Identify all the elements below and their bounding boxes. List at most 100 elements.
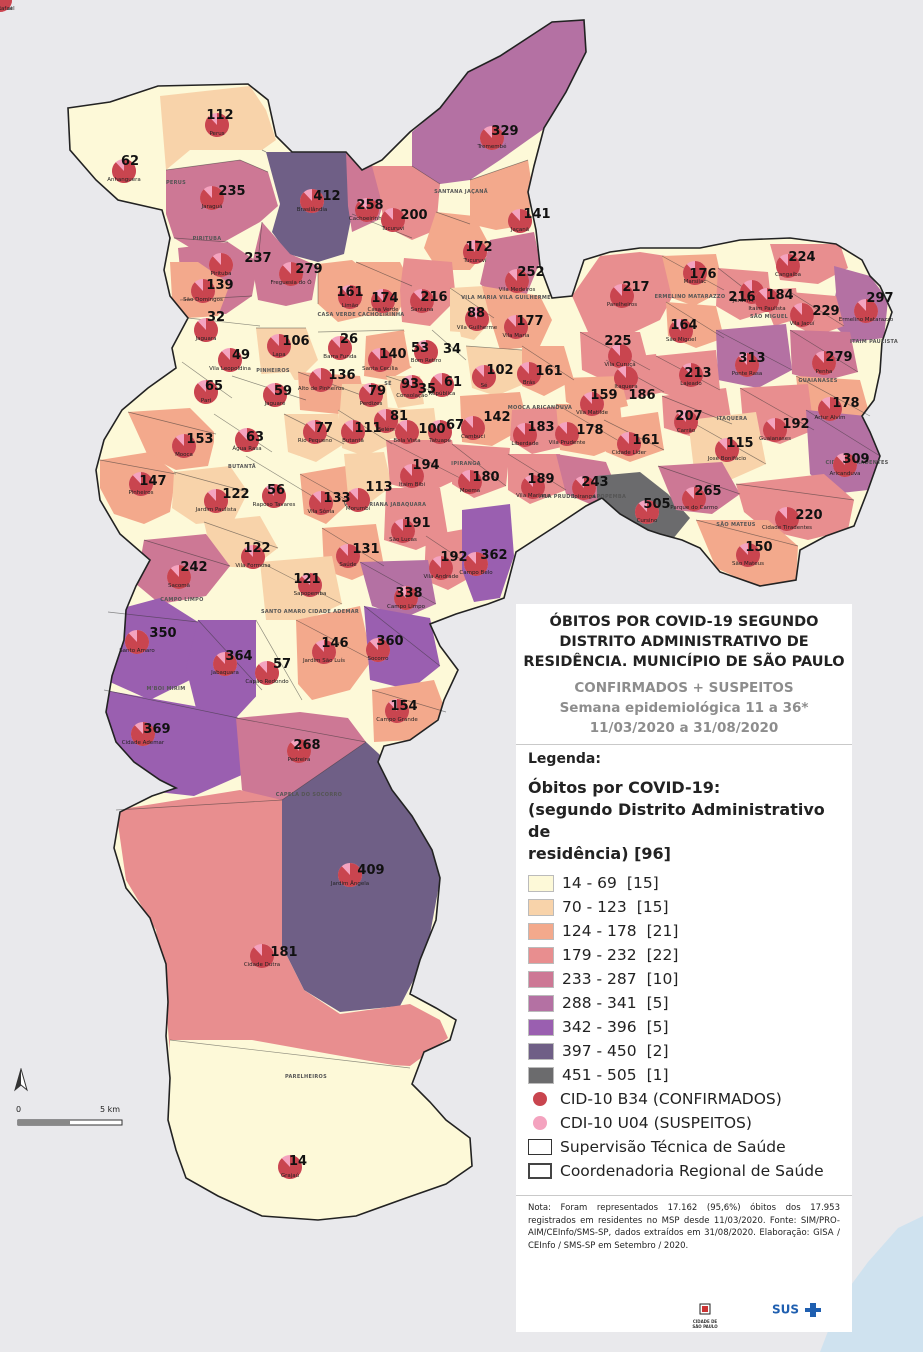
- district-marker: Vila Formosa 178: [235, 423, 604, 569]
- district-area: [412, 20, 586, 184]
- district-marker: Brasilândia 412: [297, 189, 341, 213]
- legend-bin-label: 179 - 232: [562, 946, 637, 964]
- district-value: 153: [186, 432, 213, 447]
- confirmed-pie-slice: [472, 365, 497, 390]
- district-boundary: [431, 329, 467, 361]
- district-value: 93: [401, 377, 419, 392]
- district-marker: Socorro 57: [273, 638, 390, 672]
- region-name: VILA MARIANA JABAQUARA: [344, 502, 427, 508]
- district-name: São Mateus: [732, 561, 764, 567]
- district-marker: São Miguel 184: [666, 288, 794, 343]
- city-boundary: [67, 19, 893, 1221]
- district-value: 161: [632, 433, 659, 448]
- confirmed-pie-slice: [212, 652, 237, 677]
- legend-bin-swatch: [528, 874, 554, 892]
- district-boundary: [411, 165, 441, 185]
- legend-coordination-label: Coordenadoria Regional de Saúde: [560, 1162, 824, 1180]
- confirmed-pie-slice: [345, 488, 370, 512]
- district-area: [356, 262, 412, 316]
- confirmed-pie-slice: [125, 630, 150, 655]
- district-area: [116, 790, 448, 1066]
- district-value: 111: [354, 421, 381, 436]
- district-marker: Raposo Tavares 147: [139, 474, 296, 508]
- district-marker: Itaim Paulista 297: [748, 288, 894, 312]
- district-name: Aricanduva: [829, 471, 860, 477]
- district-name: Lapa: [272, 352, 285, 358]
- scale-start-label: 0: [16, 1105, 21, 1114]
- district-name: São Miguel: [666, 337, 697, 343]
- map-subtitle-line-3: 11/03/2020 a 31/08/2020: [589, 720, 779, 736]
- confirmed-pie-slice: [166, 565, 191, 590]
- district-name: Jardim Paulista: [195, 507, 237, 513]
- district-marker: Pari 34: [194, 342, 461, 404]
- district-boundary: [555, 403, 625, 445]
- confirmed-pie-slice: [579, 392, 604, 417]
- district-name: Itaim Bibi: [399, 482, 426, 488]
- district-value: 172: [465, 240, 492, 255]
- district-boundary: [179, 295, 253, 301]
- confirmed-pie-slice: [365, 638, 390, 662]
- district-name: Vila Matilde: [576, 410, 609, 416]
- district-value: 183: [527, 420, 554, 435]
- confirmed-pie-slice: [669, 319, 694, 343]
- confirmed-pie-slice: [614, 366, 639, 390]
- map-title-line-2: DISTRITO ADMINISTRATIVO DE: [559, 634, 809, 650]
- district-name: Consolação: [396, 393, 428, 399]
- district-marker: Vila Curuçá 229: [604, 304, 840, 369]
- region-name: CIDADE TIRADENTES: [825, 460, 888, 466]
- district-name: Santana: [411, 307, 434, 313]
- suspected-dot-icon: [533, 1116, 547, 1130]
- confirmed-pie-slice: [513, 423, 538, 447]
- district-name: Tucuruvi: [380, 226, 405, 232]
- legend-bin-count: [15]: [626, 874, 659, 892]
- district-value: 225: [604, 334, 631, 349]
- confirmed-pie-slice: [374, 409, 398, 434]
- district-marker: Rio Pequeno 153: [186, 420, 333, 447]
- district-value: 34: [443, 342, 461, 357]
- district-marker: Jaguaré 65: [205, 379, 287, 407]
- confirmed-pie-slice: [430, 373, 455, 397]
- confirmed-pie-slice: [572, 476, 596, 500]
- legend-bin-label: 70 - 123: [562, 898, 627, 916]
- confirmed-pie-slice: [458, 470, 482, 495]
- legend-suspected: CDI-10 U04 (SUSPEITOS): [528, 1111, 840, 1135]
- confirmed-pie-slice: [371, 289, 395, 313]
- district-marker: Mooca 142: [172, 410, 511, 458]
- district-marker: Parelheiros 181: [270, 284, 637, 960]
- district-name: Jardim Helena: [732, 298, 772, 304]
- district-value: 279: [825, 350, 852, 365]
- district-boundary: [355, 261, 413, 287]
- region-name: BUTANTÃ: [228, 463, 256, 470]
- district-boundary: [469, 159, 529, 181]
- district-marker: Vila Andrade 122: [243, 541, 459, 580]
- district-marker: Vila Jacuí 216: [728, 290, 815, 327]
- district-name: Tucuruvi: [462, 258, 487, 264]
- region-name: GUAIANASES: [798, 378, 837, 384]
- district-value: 115: [726, 436, 753, 451]
- district-marker: Ponte Rasa 164: [670, 318, 762, 377]
- district-name: Alto de Pinheiros: [298, 386, 344, 392]
- confirmed-pie-slice: [267, 334, 291, 358]
- confirmed-pie-slice: [358, 383, 383, 407]
- district-marker: Jabaquara 338: [210, 586, 423, 677]
- district-marker: Jardim São Luís 364: [225, 640, 345, 664]
- district-value: 88: [467, 306, 485, 321]
- district-name: Brás: [523, 379, 535, 386]
- district-marker: Itaim Bibi 133: [323, 464, 426, 506]
- district-value: 57: [273, 657, 291, 672]
- confirmed-pie-slice: [249, 944, 274, 968]
- district-name: Itaquera: [614, 384, 637, 390]
- district-marker: Cidade Tiradentes 309: [762, 452, 870, 531]
- district-value: 49: [232, 348, 250, 363]
- confirmed-pie-slice: [209, 253, 234, 277]
- district-boundary: [187, 317, 261, 327]
- district-name: Cidade Dutra: [244, 962, 280, 968]
- region-name: PIRITUBA: [193, 236, 222, 242]
- district-boundary: [363, 605, 441, 667]
- confirmed-pie-slice: [254, 661, 279, 686]
- district-name: Vila Prudente: [549, 440, 586, 446]
- district-value: 186: [628, 388, 655, 403]
- district-value: 113: [365, 480, 392, 495]
- district-name: São Domingos: [183, 297, 223, 303]
